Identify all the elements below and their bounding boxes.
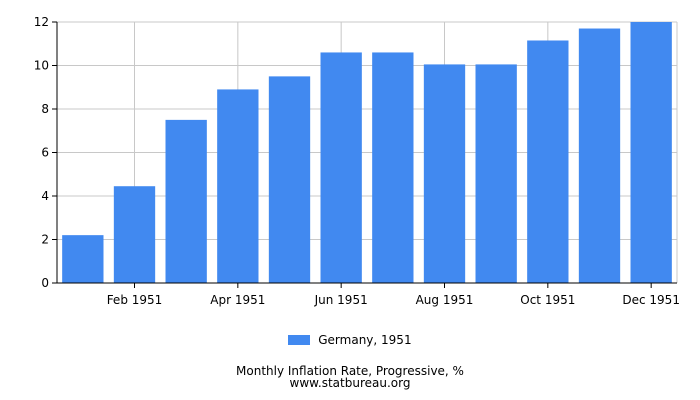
y-tick-label: 12 <box>34 15 49 29</box>
legend: Germany, 1951 <box>0 333 700 347</box>
bar <box>630 22 672 283</box>
bar <box>423 64 466 283</box>
y-tick-label: 4 <box>41 189 49 203</box>
bar <box>475 64 517 283</box>
x-tick-label: Apr 1951 <box>210 293 265 307</box>
bar <box>372 52 414 284</box>
bar <box>320 52 362 284</box>
legend-label: Germany, 1951 <box>318 333 412 347</box>
bar <box>217 89 259 283</box>
y-tick-label: 6 <box>41 146 49 160</box>
x-tick-label: Dec 1951 <box>622 293 680 307</box>
bar <box>113 186 156 283</box>
x-tick-label: Feb 1951 <box>107 293 163 307</box>
bar <box>62 235 104 283</box>
bar <box>578 28 621 284</box>
bar <box>165 119 207 283</box>
chart-title: Monthly Inflation Rate, Progressive, % <box>236 364 464 378</box>
axes: 0 2 4 6 8 10 12 Feb 1951 Apr 1951 Jun 1951 Aug 195… <box>34 15 680 307</box>
source-url: www.statbureau.org <box>289 376 411 390</box>
x-tick-label: Jun 1951 <box>314 293 368 307</box>
y-tick-label: 8 <box>41 102 49 116</box>
y-tick-label: 2 <box>41 233 49 247</box>
y-tick-label: 10 <box>34 59 49 73</box>
bar <box>527 40 569 283</box>
bars <box>62 22 672 284</box>
bar <box>268 76 311 283</box>
legend-swatch <box>288 334 311 345</box>
x-tick-label: Oct 1951 <box>520 293 575 307</box>
x-tick-label: Aug 1951 <box>416 293 474 307</box>
y-tick-label: 0 <box>41 276 49 290</box>
